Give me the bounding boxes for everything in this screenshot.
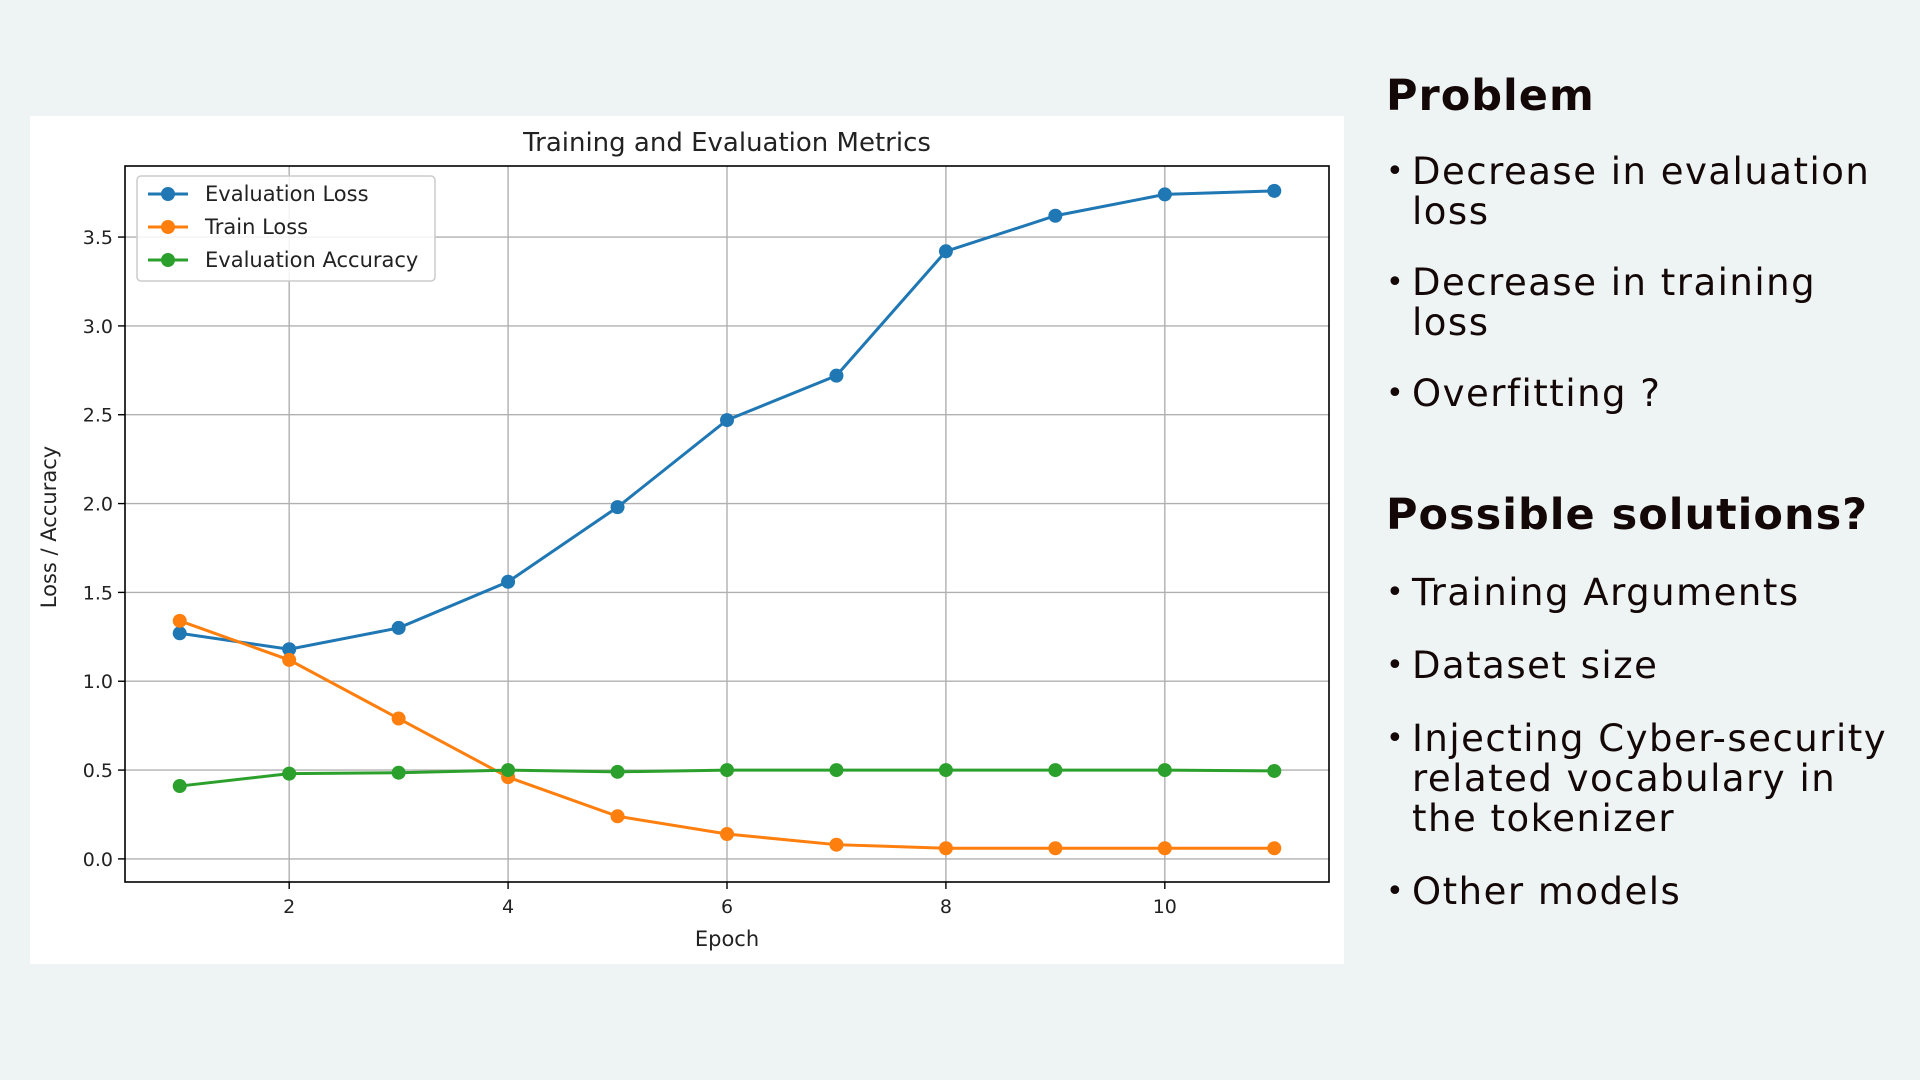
data-point (501, 763, 516, 778)
data-point (1157, 187, 1172, 202)
data-point (282, 652, 297, 667)
grid-lines (125, 166, 1329, 882)
data-point (391, 620, 406, 635)
side-panel: Problem Decrease in evaluation loss Decr… (1386, 60, 1906, 945)
data-point (1267, 183, 1282, 198)
series-evaluation-accuracy (172, 763, 1282, 794)
data-point (172, 613, 187, 628)
y-tick-label: 1.5 (83, 582, 113, 604)
problem-item-3: Overfitting ? (1386, 374, 1906, 415)
y-tick-label: 1.0 (83, 671, 113, 693)
data-point (1048, 208, 1063, 223)
data-point (720, 413, 734, 428)
solutions-list: Training Arguments Dataset size Injectin… (1386, 573, 1906, 913)
solution-item-2: Dataset size (1386, 646, 1906, 687)
legend-swatch-marker (161, 220, 175, 234)
data-point (720, 763, 734, 778)
x-tick-label: 8 (940, 896, 952, 918)
y-tick-label: 3.0 (83, 316, 113, 338)
y-tick-label: 0.0 (83, 849, 113, 871)
data-point (172, 779, 187, 794)
x-tick-label: 6 (721, 896, 733, 918)
data-point (610, 809, 625, 824)
solution-item-1: Training Arguments (1386, 573, 1906, 614)
y-tick-label: 3.5 (83, 227, 113, 249)
legend-label: Evaluation Loss (205, 182, 369, 206)
data-point (282, 766, 297, 781)
chart-legend: Evaluation Loss Train Loss Evaluation Accu… (136, 175, 436, 282)
y-tick-label: 2.5 (83, 405, 113, 427)
problem-item-2: Decrease in training loss (1386, 263, 1906, 343)
legend-box (136, 175, 436, 282)
data-point (1157, 841, 1172, 856)
legend-label: Train Loss (204, 215, 308, 239)
data-point (172, 626, 187, 641)
x-tick-label: 2 (283, 896, 295, 918)
problem-heading: Problem (1386, 71, 1595, 121)
y-tick-label: 2.0 (83, 494, 113, 516)
y-axis-label: Loss / Accuracy (37, 446, 61, 608)
series-train-loss (172, 613, 1282, 856)
data-point (1157, 763, 1172, 778)
legend-swatch-marker (161, 253, 175, 267)
x-tick-label: 10 (1153, 896, 1177, 918)
chart-title: Training and Evaluation Metrics (522, 128, 931, 158)
chart-panel: Training and Evaluation Metrics Epoch Lo… (30, 116, 1344, 964)
legend-swatch-marker (161, 187, 175, 201)
data-point (391, 765, 406, 780)
data-point (391, 711, 406, 726)
data-point (720, 827, 734, 842)
data-point (829, 368, 844, 383)
data-point (610, 500, 625, 515)
data-point (938, 763, 953, 778)
data-point (938, 841, 953, 856)
y-tick-label: 0.5 (83, 760, 113, 782)
legend-label: Evaluation Accuracy (205, 248, 418, 272)
data-point (501, 574, 516, 589)
plot-frame (124, 165, 1330, 883)
x-axis-label: Epoch (695, 927, 759, 951)
data-point (938, 244, 953, 259)
data-point (1267, 763, 1282, 778)
solutions-heading: Possible solutions? (1386, 490, 1869, 540)
x-tick-label: 4 (502, 896, 514, 918)
solution-item-4: Other models (1386, 872, 1906, 913)
data-point (829, 837, 844, 852)
data-point (829, 763, 844, 778)
problem-item-1: Decrease in evaluation loss (1386, 152, 1906, 232)
metrics-line-chart: Training and Evaluation Metrics Epoch Lo… (37, 128, 1330, 951)
problem-list: Decrease in evaluation loss Decrease in … (1386, 152, 1906, 415)
data-point (1048, 763, 1063, 778)
solution-item-3: Injecting Cyber-security related vocabul… (1386, 719, 1906, 839)
series-layer (172, 183, 1282, 856)
axis-ticks: 2 4 6 8 10 0.0 0.5 1.0 1.5 2.0 2.5 3.0 3.5 (83, 227, 1177, 918)
data-point (610, 764, 625, 779)
series-evaluation-loss (172, 183, 1282, 657)
data-point (1048, 841, 1063, 856)
data-point (1267, 841, 1282, 856)
data-point (282, 642, 297, 657)
